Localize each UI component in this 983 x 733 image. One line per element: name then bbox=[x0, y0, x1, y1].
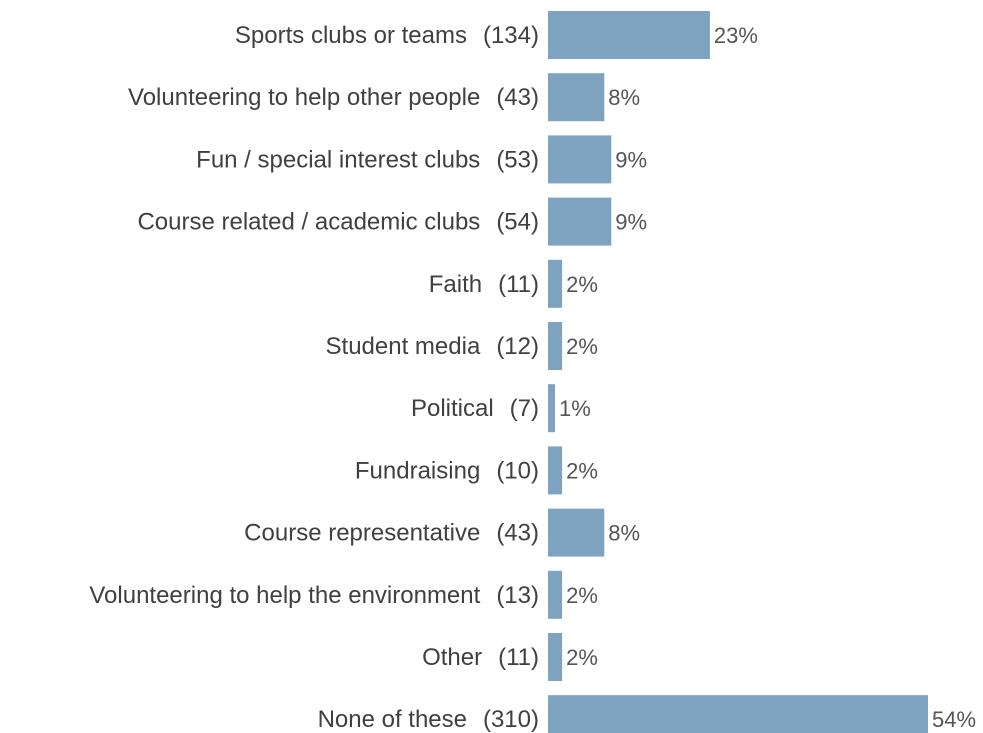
category-label-sports-clubs-or-teams: Sports clubs or teams bbox=[235, 22, 467, 49]
category-label-political: Political bbox=[411, 395, 494, 422]
bar-volunteering-to-help-other-people bbox=[548, 73, 605, 122]
bar-course-representative bbox=[548, 508, 605, 557]
category-label-student-media: Student media bbox=[326, 333, 481, 360]
bar-none-of-these bbox=[548, 695, 928, 733]
count-label-fundraising: (10) bbox=[496, 457, 539, 484]
labels-layer: (134) Sports clubs or teams 23% (43) Volunte… bbox=[89, 22, 976, 733]
value-label-fun-special-interest-clubs: 9% bbox=[615, 147, 647, 172]
category-label-course-representative: Course representative bbox=[244, 520, 480, 547]
value-label-volunteering-to-help-the-environment: 2% bbox=[566, 583, 598, 608]
bar-volunteering-to-help-the-environment bbox=[548, 570, 563, 619]
bar-student-media bbox=[548, 322, 563, 370]
count-label-other: (11) bbox=[498, 644, 539, 671]
category-label-faith: Faith bbox=[429, 271, 482, 298]
value-label-fundraising: 2% bbox=[566, 458, 598, 483]
bar-faith bbox=[548, 259, 563, 308]
bar-sports-clubs-or-teams bbox=[548, 11, 710, 59]
category-label-volunteering-to-help-other-people: Volunteering to help other people bbox=[128, 84, 480, 111]
bars-layer bbox=[548, 11, 928, 733]
value-label-political: 1% bbox=[559, 396, 591, 421]
value-label-none-of-these: 54% bbox=[932, 707, 976, 732]
value-label-course-related-academic-clubs: 9% bbox=[615, 210, 647, 235]
value-label-volunteering-to-help-other-people: 8% bbox=[608, 85, 640, 110]
count-label-volunteering-to-help-other-people: (43) bbox=[496, 84, 539, 111]
count-label-fun-special-interest-clubs: (53) bbox=[496, 146, 539, 173]
category-label-other: Other bbox=[422, 644, 482, 671]
count-label-faith: (11) bbox=[498, 271, 539, 298]
count-label-volunteering-to-help-the-environment: (13) bbox=[496, 582, 539, 609]
category-label-fundraising: Fundraising bbox=[355, 457, 480, 484]
bar-political bbox=[548, 384, 555, 433]
value-label-course-representative: 8% bbox=[608, 521, 640, 546]
bar-fun-special-interest-clubs bbox=[548, 135, 612, 184]
count-label-political: (7) bbox=[510, 395, 539, 422]
category-label-course-related-academic-clubs: Course related / academic clubs bbox=[137, 209, 480, 236]
category-label-fun-special-interest-clubs: Fun / special interest clubs bbox=[196, 146, 480, 173]
bar-course-related-academic-clubs bbox=[548, 197, 612, 246]
category-label-volunteering-to-help-the-environment: Volunteering to help the environment bbox=[89, 582, 480, 609]
count-label-student-media: (12) bbox=[496, 333, 539, 360]
value-label-faith: 2% bbox=[566, 272, 598, 297]
count-label-sports-clubs-or-teams: (134) bbox=[483, 22, 539, 49]
value-label-sports-clubs-or-teams: 23% bbox=[714, 23, 758, 48]
bar-other bbox=[548, 633, 563, 681]
category-label-none-of-these: None of these bbox=[318, 706, 467, 733]
count-label-none-of-these: (310) bbox=[483, 706, 539, 733]
count-label-course-related-academic-clubs: (54) bbox=[496, 209, 539, 236]
value-label-other: 2% bbox=[566, 645, 598, 670]
value-label-student-media: 2% bbox=[566, 334, 598, 359]
count-label-course-representative: (43) bbox=[496, 520, 539, 547]
bar-fundraising bbox=[548, 446, 563, 495]
